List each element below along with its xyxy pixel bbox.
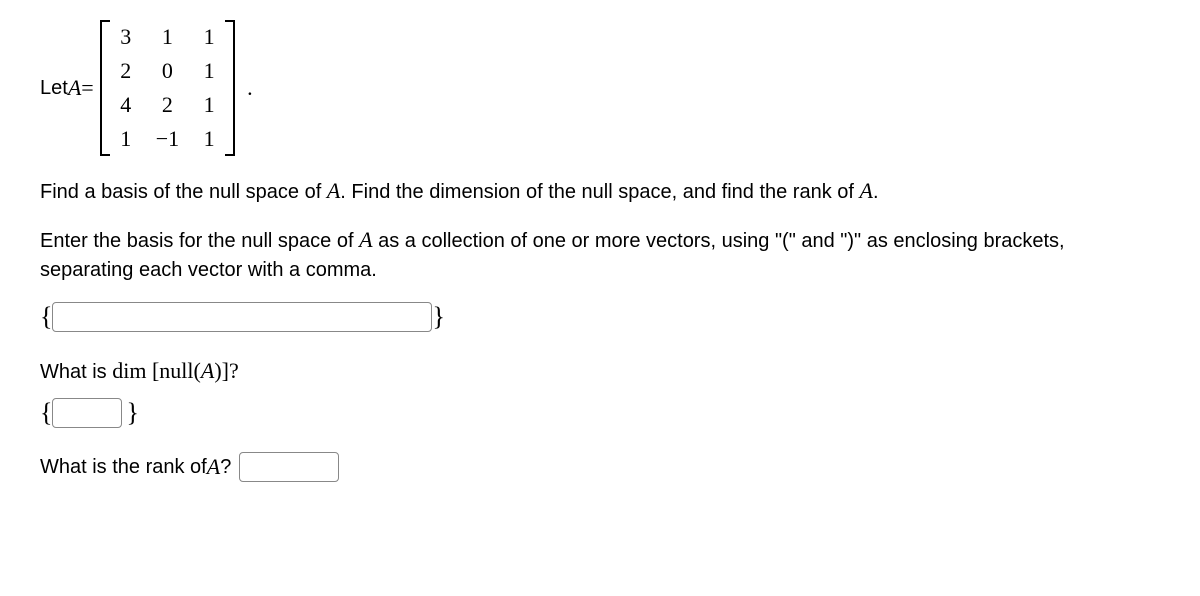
matrix-cell: 1	[118, 126, 134, 152]
rank-row: What is the rank of A?	[40, 452, 1160, 482]
matrix-cell: 1	[201, 24, 217, 50]
right-bracket-icon	[223, 20, 235, 156]
q2-text-c: )]?	[214, 358, 238, 383]
matrix-cell: 2	[118, 58, 134, 84]
left-bracket-icon	[100, 20, 112, 156]
q2-A: A	[201, 358, 214, 383]
period: .	[247, 75, 253, 101]
open-brace-2: {	[40, 398, 52, 428]
matrix-cell: 1	[201, 126, 217, 152]
close-brace-2: }	[126, 398, 138, 428]
matrix-cell: 0	[156, 58, 179, 84]
q3-A: A	[207, 454, 220, 480]
open-brace: {	[40, 302, 52, 332]
q3-text-a: What is the rank of	[40, 456, 207, 479]
paragraph-1: Find a basis of the null space of A. Fin…	[40, 176, 1160, 207]
basis-input[interactable]	[52, 302, 432, 332]
p1-text-b: . Find the dimension of the null space, …	[340, 181, 859, 203]
matrix-cell: 2	[156, 92, 179, 118]
matrix-definition: Let A = 3112014211−11 .	[40, 20, 1160, 156]
matrix-cell: 1	[156, 24, 179, 50]
basis-input-row: { }	[40, 302, 1160, 332]
dim-input[interactable]	[52, 398, 122, 428]
p1-A: A	[327, 178, 340, 203]
matrix-name: A	[68, 75, 81, 101]
q2-text-a: What is	[40, 361, 112, 383]
equals-sign: =	[81, 75, 93, 101]
p1-A2: A	[860, 178, 873, 203]
q2-text-b: [null(	[146, 358, 200, 383]
p2-A: A	[359, 227, 372, 252]
p2-text-a: Enter the basis for the null space of	[40, 230, 359, 252]
matrix-cell: −1	[156, 126, 179, 152]
close-brace: }	[432, 302, 444, 332]
paragraph-2: Enter the basis for the null space of A …	[40, 225, 1160, 284]
let-text: Let	[40, 77, 68, 100]
p1-text-c: .	[873, 181, 879, 203]
p1-text-a: Find a basis of the null space of	[40, 181, 327, 203]
matrix-cell: 3	[118, 24, 134, 50]
q3-text-b: ?	[220, 456, 231, 479]
rank-input[interactable]	[239, 452, 339, 482]
question-dim: What is dim [null(A)]?	[40, 356, 1160, 387]
q2-dim: dim	[112, 358, 146, 383]
matrix-cell: 4	[118, 92, 134, 118]
matrix: 3112014211−11	[100, 20, 235, 156]
matrix-cell: 1	[201, 92, 217, 118]
matrix-cell: 1	[201, 58, 217, 84]
dim-input-row: { }	[40, 398, 1160, 428]
